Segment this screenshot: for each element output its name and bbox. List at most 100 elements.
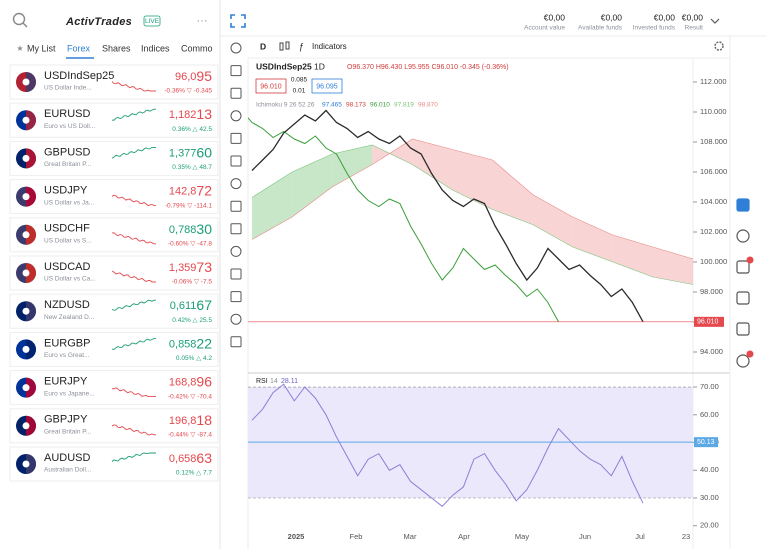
watchlist-item[interactable]: EURGBP Euro vs Great... 0,85822 0.05% △ 4.2 bbox=[9, 331, 219, 367]
flag bbox=[22, 345, 30, 353]
sidebar-icon[interactable] bbox=[736, 354, 750, 368]
indicators-button[interactable]: Indicators bbox=[312, 42, 347, 51]
item-card bbox=[9, 140, 219, 176]
lagging-span bbox=[248, 117, 559, 323]
price: 168,896 bbox=[169, 373, 212, 389]
price: 0,65863 bbox=[169, 450, 212, 466]
flag bbox=[22, 193, 30, 201]
rsi-chart: 20.0030.0040.0050.0060.0070.0050.13RSI14… bbox=[248, 378, 719, 530]
tool-icon[interactable] bbox=[230, 155, 242, 167]
tab[interactable]: Indices bbox=[141, 43, 170, 53]
watchlist-item[interactable]: NZDUSD New Zealand D... 0,61167 0.42% △ 25.… bbox=[9, 293, 219, 329]
tool-icon[interactable] bbox=[230, 42, 242, 54]
y-tick-label: 20.00 bbox=[700, 521, 719, 530]
x-tick-label: Jun bbox=[579, 532, 591, 541]
timeframe[interactable]: D bbox=[260, 41, 266, 51]
watchlist-item[interactable]: GBPJPY Great Britain P... 196,818 -0.44% ▽ … bbox=[9, 408, 219, 444]
x-tick-label: 2025 bbox=[288, 532, 305, 541]
flag bbox=[26, 301, 36, 322]
fullscreen-icon[interactable] bbox=[230, 14, 246, 28]
tab[interactable]: Forex bbox=[67, 43, 91, 53]
sidebar-icon[interactable] bbox=[736, 198, 750, 212]
item-card bbox=[9, 64, 219, 100]
ask-box[interactable] bbox=[311, 78, 343, 94]
tab[interactable]: Shares bbox=[102, 43, 131, 53]
menu-button[interactable]: ··· bbox=[197, 15, 208, 27]
watchlist-item[interactable]: USDCHF US Dollar vs S... 0,78830 -0.60% ▽ -… bbox=[9, 217, 219, 253]
account-label: Result bbox=[685, 25, 704, 32]
sidebar-icon[interactable] bbox=[736, 260, 750, 274]
sparkline bbox=[111, 270, 156, 283]
watchlist-item[interactable]: AUDUSD Australian Doll... 0,65863 0.12% △ 7… bbox=[9, 446, 219, 482]
symbol: USDJPY bbox=[44, 185, 88, 197]
y-tick-label: 108.000 bbox=[700, 137, 727, 146]
symbol: GBPUSD bbox=[44, 146, 91, 158]
search-icon[interactable] bbox=[12, 12, 26, 26]
account-summary: €0,00 Account value €0,00 Available funds €0… bbox=[524, 12, 703, 31]
bid-box[interactable] bbox=[255, 78, 287, 94]
watchlist-item[interactable]: USDCAD US Dollar vs Ca... 1,35973 -0.06% ▽ … bbox=[9, 255, 219, 291]
cloud-segment bbox=[612, 235, 653, 277]
tool-icon[interactable] bbox=[230, 65, 242, 77]
change: 0.12% △ 7.7 bbox=[176, 470, 212, 477]
item-card bbox=[9, 408, 219, 444]
legend-interval: 1D bbox=[314, 61, 325, 71]
sidebar-icon[interactable] bbox=[736, 322, 750, 336]
watchlist-item[interactable]: USDIndSep25 US Dollar Inde... 96,095 -0.36%… bbox=[9, 64, 219, 100]
price: 1,35973 bbox=[169, 259, 212, 275]
last-price-label: 96.010 bbox=[697, 319, 719, 326]
symbol: GBPJPY bbox=[44, 414, 88, 426]
symbol: USDIndSep25 bbox=[44, 70, 114, 82]
ichimoku-value: 98.870 bbox=[418, 102, 438, 109]
tab[interactable]: Commo bbox=[181, 43, 213, 53]
tool-icon[interactable] bbox=[230, 178, 242, 190]
tool-icon[interactable] bbox=[230, 200, 242, 212]
price: 0,78830 bbox=[169, 221, 212, 237]
account-value: €0,00 bbox=[654, 12, 676, 22]
symbol: EURUSD bbox=[44, 108, 91, 120]
change: 0.42% △ 25.5 bbox=[172, 317, 212, 324]
legend-symbol: USDIndSep25 bbox=[256, 61, 312, 71]
close: C96.010 bbox=[432, 64, 459, 71]
flag bbox=[22, 78, 30, 86]
flag bbox=[22, 460, 30, 468]
change: -0.36% ▽ -0.345 bbox=[164, 88, 212, 95]
settings-icon[interactable] bbox=[714, 41, 724, 51]
description: US Dollar Inde... bbox=[44, 85, 92, 92]
tool-icon[interactable] bbox=[230, 245, 242, 257]
sidebar-icon[interactable] bbox=[736, 229, 750, 243]
watchlist-item[interactable]: EURJPY Euro vs Japane... 168,896 -0.42% ▽ -… bbox=[9, 370, 219, 406]
item-card bbox=[9, 370, 219, 406]
rsi-period: 14 bbox=[270, 378, 278, 385]
price: 196,818 bbox=[169, 412, 212, 428]
tool-icon[interactable] bbox=[230, 268, 242, 280]
tool-icon[interactable] bbox=[230, 110, 242, 122]
watchlist-item[interactable]: EURUSD Euro vs US Doll... 1,18213 0.36% △ 4… bbox=[9, 102, 219, 138]
x-tick-label: May bbox=[515, 532, 529, 541]
tool-icon[interactable] bbox=[230, 87, 242, 99]
chevron[interactable] bbox=[710, 18, 720, 24]
tool-icon[interactable] bbox=[230, 223, 242, 235]
tool-icon[interactable] bbox=[230, 313, 242, 325]
tool-icon[interactable] bbox=[230, 336, 242, 348]
price: 96,095 bbox=[175, 68, 212, 84]
cloud-segment bbox=[652, 247, 693, 285]
y-tick-label: 100.000 bbox=[700, 257, 727, 266]
symbol: EURGBP bbox=[44, 337, 90, 349]
ichimoku-value: 96.010 bbox=[370, 102, 390, 109]
account-value: €0,00 bbox=[601, 12, 623, 22]
tool-icon[interactable] bbox=[230, 291, 242, 303]
y-tick-label: 102.000 bbox=[700, 227, 727, 236]
candle-icon[interactable] bbox=[279, 41, 290, 51]
sparkline bbox=[111, 81, 156, 92]
sidebar-icon[interactable] bbox=[736, 291, 750, 305]
tab[interactable]: My List bbox=[27, 43, 56, 53]
watchlist-item[interactable]: USDJPY US Dollar vs Ja... 142,872 -0.79% ▽ … bbox=[9, 179, 219, 215]
watchlist-item[interactable]: GBPUSD Great Britain P... 1,37760 0.35% △ 4… bbox=[9, 140, 219, 176]
sparkline bbox=[111, 194, 156, 207]
symbol: USDCHF bbox=[44, 223, 90, 235]
description: New Zealand D... bbox=[44, 314, 94, 321]
y-tick-label: 98.000 bbox=[700, 287, 723, 296]
x-tick-label: Feb bbox=[350, 532, 363, 541]
tool-icon[interactable] bbox=[230, 132, 242, 144]
